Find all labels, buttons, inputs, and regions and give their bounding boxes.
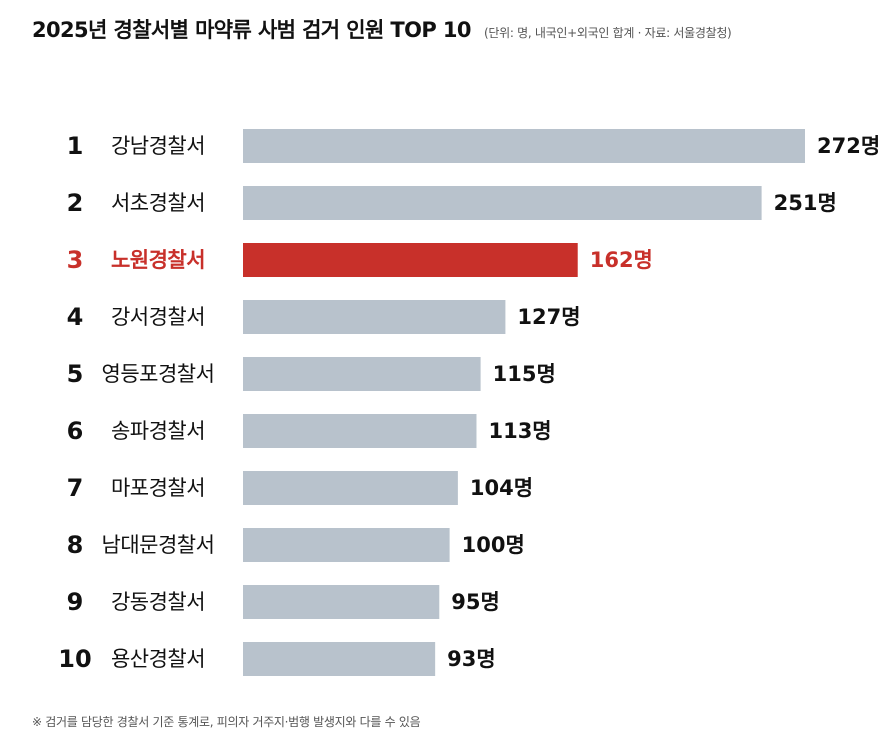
bar	[243, 357, 481, 391]
category-label: 송파경찰서	[111, 419, 205, 443]
value-label: 272명	[817, 134, 880, 158]
category-label: 강동경찰서	[111, 590, 205, 614]
bar	[243, 129, 805, 163]
bar	[243, 642, 436, 676]
category-label: 강남경찰서	[111, 134, 205, 158]
bar	[243, 528, 450, 562]
rank-label: 3	[67, 246, 84, 274]
bar	[243, 585, 440, 619]
rank-label: 2	[67, 189, 84, 217]
bar	[243, 414, 477, 448]
rank-label: 8	[67, 531, 84, 559]
rank-label: 10	[58, 645, 91, 673]
bar	[243, 243, 578, 277]
value-label: 127명	[517, 305, 580, 329]
rank-label: 9	[67, 588, 84, 616]
category-label: 용산경찰서	[111, 647, 205, 671]
category-label: 영등포경찰서	[102, 362, 215, 386]
rank-label: 5	[67, 360, 84, 388]
value-label: 100명	[462, 533, 525, 557]
category-label: 마포경찰서	[111, 476, 205, 500]
bar	[243, 471, 458, 505]
value-label: 93명	[447, 647, 496, 671]
category-label: 노원경찰서	[111, 248, 205, 272]
category-label: 서초경찰서	[111, 191, 205, 215]
chart-unit-note: (단위: 명, 내국인+외국인 합계 · 자료: 서울경찰청)	[484, 26, 732, 40]
value-label: 115명	[493, 362, 556, 386]
bar	[243, 300, 506, 334]
rank-label: 7	[67, 474, 84, 502]
bar	[243, 186, 762, 220]
value-label: 251명	[774, 191, 837, 215]
chart-title: 2025년 경찰서별 마약류 사범 검거 인원 TOP 10	[32, 18, 472, 42]
value-label: 104명	[470, 476, 533, 500]
category-label: 남대문경찰서	[102, 533, 215, 557]
category-label: 강서경찰서	[111, 305, 205, 329]
chart-header: 2025년 경찰서별 마약류 사범 검거 인원 TOP 10 (단위: 명, 내…	[32, 14, 732, 44]
rank-label: 4	[67, 303, 84, 331]
chart-footnote: ※ 검거를 담당한 경찰서 기준 통계로, 피의자 거주지·범행 발생지와 다를…	[32, 715, 421, 729]
rank-label: 6	[67, 417, 84, 445]
value-label: 113명	[488, 419, 551, 443]
rank-label: 1	[67, 132, 84, 160]
value-label: 162명	[590, 248, 653, 272]
value-label: 95명	[451, 590, 500, 614]
